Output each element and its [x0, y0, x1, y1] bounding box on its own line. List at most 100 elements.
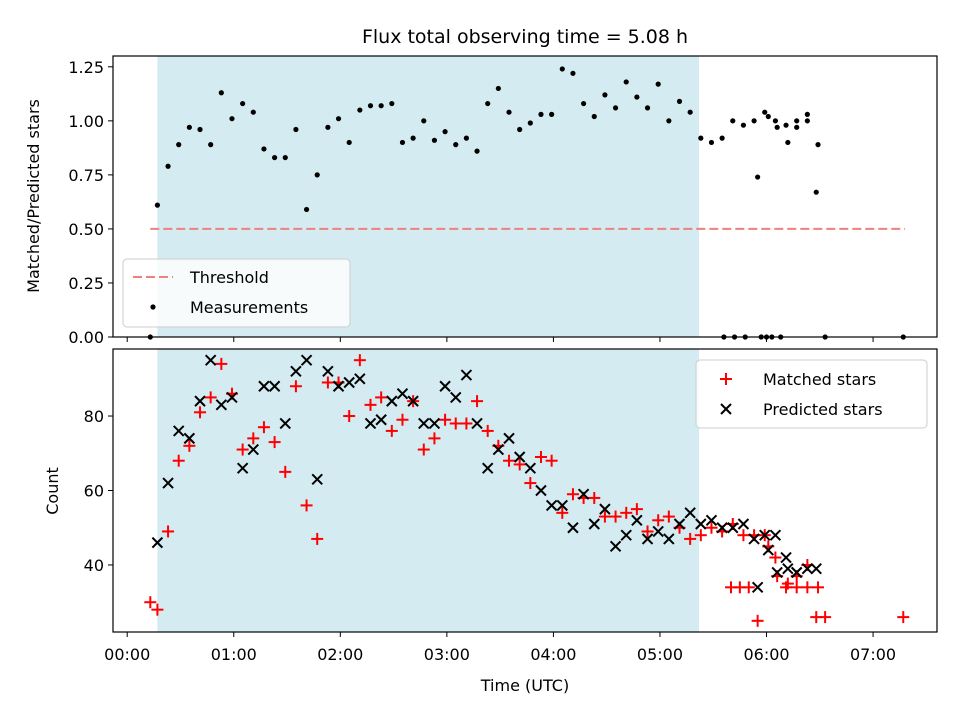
predicted-star-marker: [343, 376, 355, 389]
measurement-point: [506, 109, 512, 115]
matched-star-marker: [598, 510, 611, 523]
measurement-point: [527, 120, 533, 126]
measurement-point: [666, 118, 672, 124]
matched-star-marker: [151, 603, 164, 616]
predicted-star-marker: [247, 443, 260, 456]
predicted-star-marker: [524, 462, 537, 474]
predicted-star-marker: [673, 518, 686, 530]
matched-star-marker: [781, 577, 794, 590]
matched-star-marker: [641, 525, 654, 538]
predicted-stars-points: [151, 354, 822, 594]
predicted-star-marker: [790, 566, 803, 579]
matched-star-marker: [417, 443, 430, 456]
predicted-star-marker: [769, 529, 782, 541]
predicted-star-marker: [492, 443, 505, 456]
measurement-point: [229, 116, 235, 122]
predicted-star-marker: [684, 507, 696, 519]
top-y-ticks: 0.00 0.25 0.50 0.75 1.00 1.25: [68, 58, 113, 347]
predicted-star-marker: [204, 354, 217, 366]
predicted-star-marker: [215, 399, 228, 411]
measurement-point: [591, 113, 597, 120]
predicted-star-marker: [300, 354, 313, 366]
measurement-point: [165, 163, 171, 169]
predicted-star-marker: [290, 365, 302, 378]
predicted-star-marker: [609, 540, 622, 553]
measurement-point: [783, 122, 789, 128]
predicted-star-marker: [332, 380, 345, 392]
measurement-point: [538, 111, 544, 117]
measurement-point: [421, 118, 427, 124]
matched-star-marker: [353, 354, 366, 367]
x-tick-label: 07:00: [850, 645, 896, 664]
measurement-point: [549, 111, 555, 117]
measurement-point: [303, 206, 310, 213]
matched-star-marker: [790, 581, 803, 594]
matched-star-marker: [751, 614, 764, 627]
legend-predicted-label: Predicted stars: [763, 400, 883, 419]
measurement-point: [335, 116, 342, 122]
matched-star-marker: [449, 417, 462, 430]
bottom-legend: Matched stars Predicted stars: [695, 359, 928, 429]
measurement-point: [794, 118, 800, 124]
matched-star-marker: [684, 532, 697, 545]
predicted-star-marker: [386, 395, 398, 407]
matched-star-marker: [375, 391, 388, 404]
predicted-star-marker: [771, 566, 783, 579]
matched-star-marker: [343, 410, 356, 423]
matched-star-marker: [300, 499, 313, 512]
matched-star-marker: [460, 417, 473, 430]
measurement-point: [176, 142, 182, 148]
measurement-point: [794, 124, 800, 130]
measurement-point: [751, 118, 757, 124]
matched-star-marker: [812, 581, 825, 594]
measurement-point: [765, 113, 771, 120]
predicted-star-marker: [471, 417, 483, 430]
matched-star-marker: [364, 398, 377, 411]
measurement-point: [474, 148, 480, 154]
top-legend: Threshold Measurements: [122, 258, 351, 328]
matched-star-marker: [819, 611, 832, 624]
measurement-point: [378, 103, 384, 109]
measurement-point: [272, 154, 278, 161]
x-tick-label: 05:00: [637, 645, 683, 664]
predicted-star-marker: [810, 562, 822, 575]
top-plot-frame: [112, 55, 938, 338]
measurement-point: [581, 100, 587, 107]
legend-threshold-label: Threshold: [189, 268, 269, 287]
predicted-star-marker: [513, 451, 526, 463]
bottom-y-tick-label: 80: [84, 407, 104, 426]
measurement-point: [453, 142, 459, 148]
predicted-star-marker: [481, 462, 494, 474]
matched-star-marker: [545, 454, 558, 467]
measurement-point: [634, 94, 640, 100]
predicted-star-marker: [407, 395, 419, 407]
bottom-y-tick-label: 40: [84, 556, 104, 575]
measurement-point: [804, 118, 810, 124]
predicted-star-marker: [556, 499, 569, 512]
measurement-point: [623, 79, 629, 85]
predicted-star-marker: [162, 477, 174, 489]
measurement-point: [755, 174, 761, 180]
bottom-panel: 40 60 80 00:00 01:00 02:00 03:00 04:00 05:00 06:…: [43, 348, 938, 695]
measurement-point: [698, 135, 704, 141]
measurement-point: [813, 189, 819, 195]
measurement-point: [774, 124, 780, 130]
measurement-point: [644, 105, 651, 111]
measurement-point: [708, 139, 715, 146]
predicted-star-marker: [418, 417, 430, 430]
predicted-star-marker: [322, 365, 334, 378]
matched-star-marker: [503, 454, 516, 467]
measurement-point: [261, 146, 267, 152]
matched-star-marker: [268, 436, 281, 449]
matched-star-marker: [737, 529, 750, 542]
measurement-point: [410, 135, 416, 141]
top-legend-box: [122, 258, 351, 328]
matched-star-marker: [705, 521, 718, 534]
matched-star-marker: [396, 413, 409, 426]
chart-title: Flux total observing time = 5.08 h: [362, 26, 688, 48]
predicted-star-marker: [599, 503, 611, 515]
top-y-tick-label: 1.25: [68, 58, 104, 77]
measurement-point: [785, 139, 791, 146]
predicted-star-marker: [737, 518, 750, 530]
